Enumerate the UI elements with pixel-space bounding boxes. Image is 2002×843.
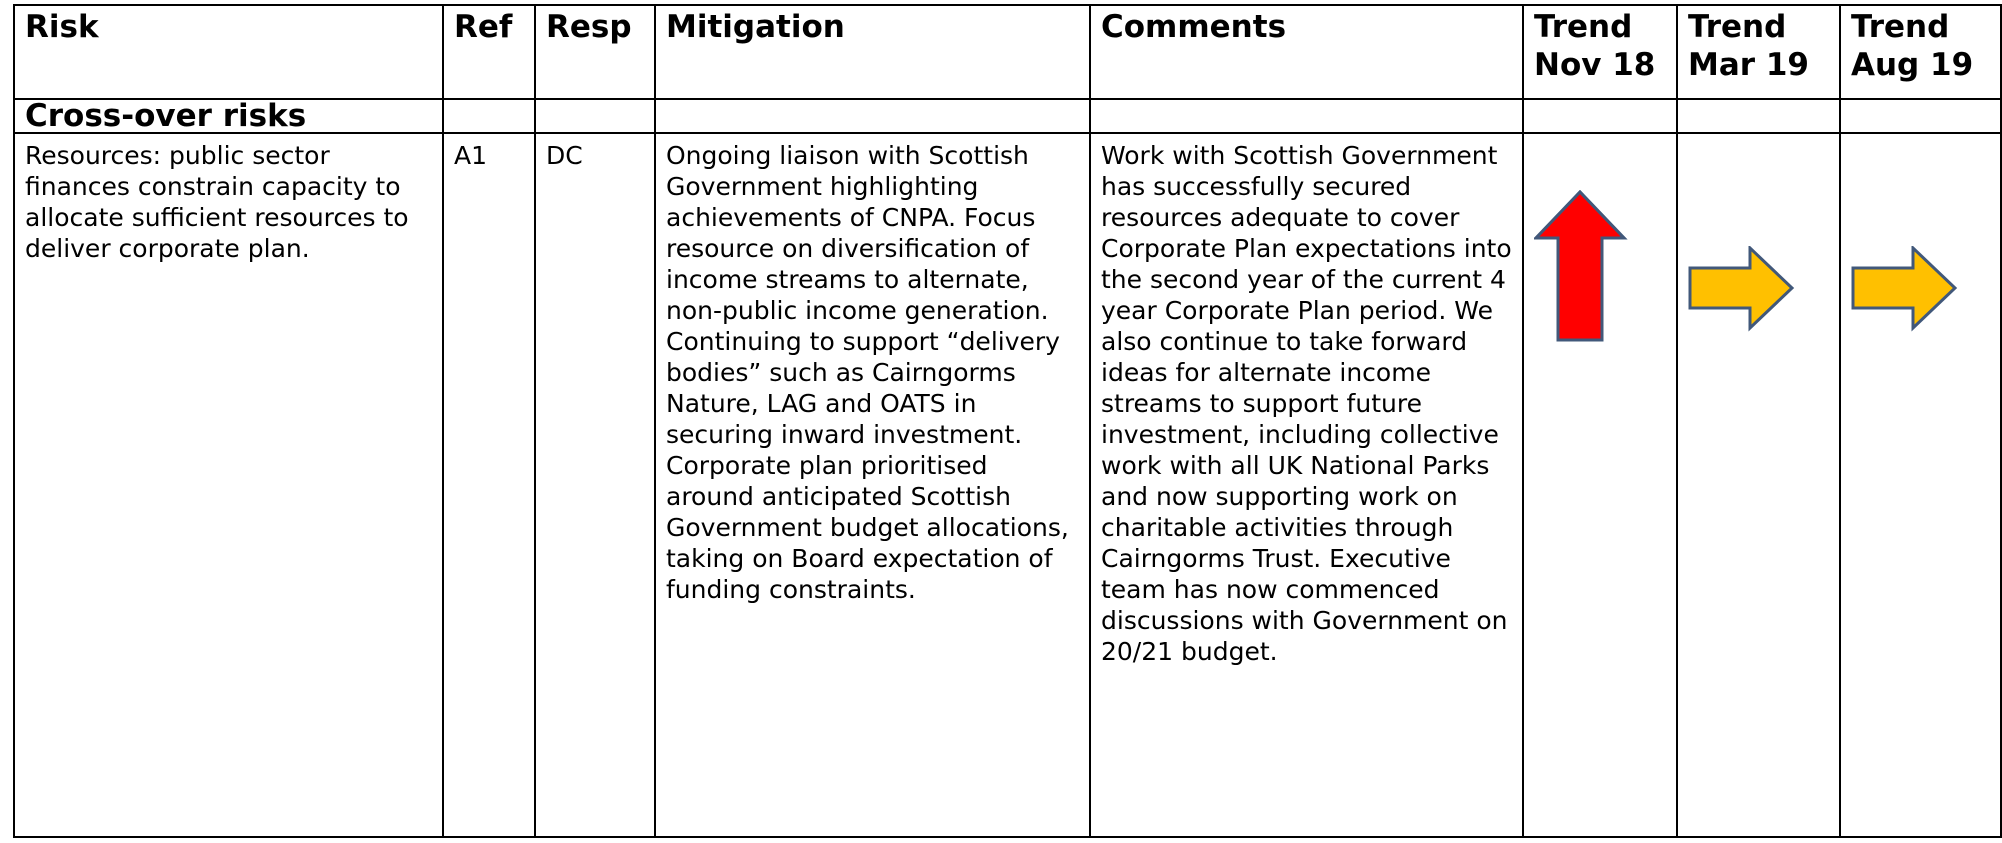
cell [1676, 98, 1841, 134]
cell [1839, 98, 2002, 134]
resp-cell: DC [534, 132, 656, 838]
mitigation-text: Corporate plan prioritised around antici… [666, 451, 1069, 604]
risk-cell: Resources: public sector finances constr… [13, 132, 444, 838]
section-title: Cross-over risks [13, 98, 444, 134]
risk-table: Risk Ref Resp Mitigation Comments Trend … [13, 4, 2002, 838]
cell [534, 98, 656, 134]
trend-cell [1839, 132, 2002, 838]
trend-cell [1522, 132, 1678, 838]
mitigation-cell: Ongoing liaison with Scottish Government… [654, 132, 1091, 838]
cell [1089, 98, 1524, 134]
header-cell: Mitigation [654, 4, 1091, 100]
header-cell: Comments [1089, 4, 1524, 100]
header-cell: Trend Aug 19 [1839, 4, 2002, 100]
cell [654, 98, 1091, 134]
header-cell: Trend Mar 19 [1676, 4, 1841, 100]
header-row: Risk Ref Resp Mitigation Comments Trend … [13, 4, 2002, 100]
trend-cell [1676, 132, 1841, 838]
cell [442, 98, 536, 134]
comments-cell: Work with Scottish Government has succes… [1089, 132, 1524, 838]
trend-up-arrow [1534, 190, 1628, 342]
header-cell: Trend Nov 18 [1522, 4, 1678, 100]
header-cell: Risk [13, 4, 444, 100]
ref-cell: A1 [442, 132, 536, 838]
section-row: Cross-over risks [13, 98, 2002, 134]
trend-right-arrow [1688, 246, 1795, 332]
mitigation-text: Ongoing liaison with Scottish Government… [666, 141, 1049, 325]
trend-right-arrow [1851, 246, 1958, 332]
header-cell: Resp [534, 4, 656, 100]
risk-row: Resources: public sector finances constr… [13, 132, 2002, 838]
header-cell: Ref [442, 4, 536, 100]
cell [1522, 98, 1678, 134]
mitigation-text: Continuing to support “delivery bodies” … [666, 327, 1060, 449]
